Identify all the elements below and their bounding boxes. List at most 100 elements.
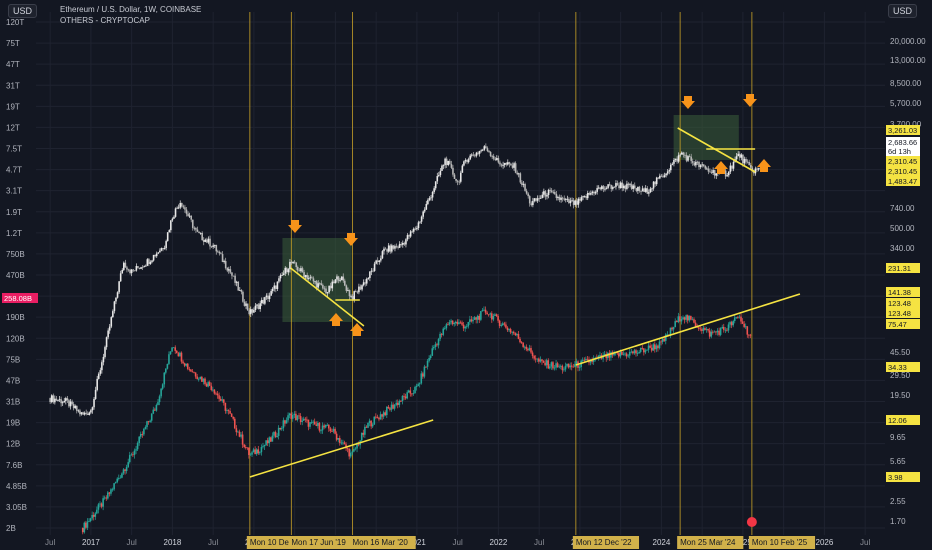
eth-candle (696, 161, 699, 163)
eth-candle (314, 281, 316, 283)
price-label-bg (886, 176, 920, 186)
others-candle (197, 378, 200, 380)
others-candle (732, 320, 734, 326)
right-axis-tick: 1.70 (890, 517, 906, 526)
left-axis-tick: 31T (6, 81, 20, 90)
eth-candle (141, 267, 144, 268)
currency-right-button[interactable]: USD (888, 4, 918, 18)
others-candle (257, 449, 260, 454)
arrow-up-icon (329, 313, 343, 326)
arrow-down-icon (681, 96, 695, 109)
others-candle (583, 359, 586, 361)
eth-candle (430, 197, 432, 199)
others-candle (326, 424, 329, 426)
eth-candle (228, 269, 230, 271)
trendline (290, 267, 365, 327)
eth-candle (318, 283, 321, 285)
others-candle (589, 360, 592, 363)
arrow-down-icon (743, 94, 757, 107)
others-candle (188, 368, 191, 370)
price-label-bg (886, 415, 920, 425)
eth-candle (116, 292, 119, 298)
others-candle (585, 358, 587, 361)
price-label: 123.48 (888, 309, 911, 318)
others-candle (635, 350, 637, 354)
others-candle (520, 342, 523, 343)
eth-candle (112, 311, 114, 318)
others-candle (669, 327, 672, 335)
eth-candle (60, 399, 62, 404)
others-candle (448, 322, 451, 325)
eth-candle (594, 191, 597, 194)
eth-candle (242, 291, 244, 302)
others-candle (141, 434, 144, 435)
others-candle (622, 353, 625, 355)
others-candle (254, 449, 256, 455)
eth-candle (213, 244, 216, 246)
eth-candle (580, 197, 583, 201)
others-candle (647, 345, 650, 350)
eth-candle (618, 185, 620, 189)
eth-candle (224, 261, 227, 269)
others-candle (323, 425, 325, 428)
price-label-bg (886, 298, 920, 308)
others-candle (729, 322, 731, 325)
others-candle (89, 518, 92, 522)
eth-candle (71, 401, 73, 405)
eth-candle (344, 280, 346, 286)
others-candle (193, 372, 195, 374)
others-candle (337, 438, 340, 440)
currency-left-button[interactable]: USD (8, 4, 38, 18)
date-label: Mon 12 Dec '22 (576, 538, 632, 547)
left-axis-tick: 120B (6, 334, 25, 343)
eth-candle (489, 151, 492, 156)
others-candle (364, 426, 366, 435)
eth-candle (238, 290, 241, 291)
eth-candle (756, 168, 758, 170)
eth-candle (237, 281, 240, 291)
others-candle (501, 323, 504, 326)
eth-candle (168, 230, 171, 233)
others-candle (733, 317, 736, 321)
eth-candle (102, 356, 105, 363)
eth-candle (243, 301, 246, 306)
others-candle (534, 358, 537, 360)
others-candle (335, 433, 338, 440)
others-candle (251, 452, 253, 455)
others-candle (570, 365, 573, 367)
consolidation-box (673, 115, 739, 160)
eth-candle (391, 245, 393, 252)
eth-candle (629, 184, 631, 186)
others-candle (744, 326, 747, 328)
right-axis-tick: 13,000.00 (890, 56, 926, 65)
others-candle (461, 322, 463, 325)
eth-candle (104, 347, 106, 357)
eth-candle (651, 188, 653, 190)
others-candle (522, 342, 524, 347)
eth-candle (541, 194, 544, 198)
eth-candle (579, 198, 581, 201)
right-axis-tick: 19.50 (890, 391, 911, 400)
others-candle (313, 421, 316, 425)
eth-candle (369, 271, 371, 278)
eth-candle (439, 170, 442, 176)
x-axis-tick: 2024 (653, 538, 671, 547)
others-candle (415, 385, 418, 387)
eth-candle (265, 295, 268, 298)
eth-candle (637, 186, 639, 191)
others-candle (295, 413, 297, 421)
eth-candle (157, 252, 160, 254)
others-candle (533, 355, 535, 359)
left-axis-tick: 7.5T (6, 145, 22, 154)
others-candle (683, 317, 686, 320)
eth-candle (511, 165, 514, 168)
others-candle (199, 376, 202, 379)
eth-candle (712, 170, 714, 173)
others-candle (697, 327, 700, 329)
eth-candle (75, 405, 78, 411)
eth-candle (480, 150, 482, 152)
eth-candle (673, 159, 675, 164)
eth-candle (86, 413, 89, 415)
others-candle (586, 358, 589, 360)
